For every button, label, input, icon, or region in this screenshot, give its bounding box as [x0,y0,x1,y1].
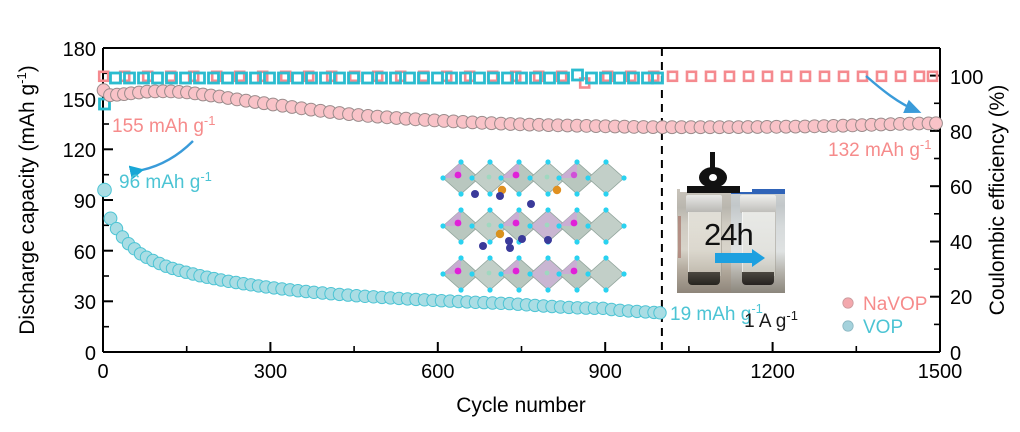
annotation-current-rate-sup: -1 [786,308,798,323]
y-right-title-text: Coulombic efficiency (%) [986,85,1009,316]
legend-label-vop[interactable]: VOP [863,317,903,338]
crystal-structure-inset [440,159,627,293]
x-tick-600: 600 [421,361,454,383]
annotation-navop-final: 132 mAh g-1 [828,137,931,161]
y-left-tick-0: 0 [85,343,96,365]
annotation-navop-initial-sup: -1 [204,113,216,128]
y-left-title-text: Discharge capacity (mAh g [16,84,39,335]
ion-other [471,190,479,198]
ion-other [496,192,504,200]
y-right-tick-0: 0 [950,343,961,365]
y-right-tick-40: 40 [950,232,972,254]
series-vop-capacity [97,182,667,320]
dissolution-time-text: 24h [704,217,754,252]
svg-text:Discharge capacity (mAh g-1): Discharge capacity (mAh g-1) [14,65,39,335]
annotation-current-rate-text: 1 A g [744,311,786,332]
x-tick-0: 0 [97,361,108,383]
droplet-stem-icon [710,152,715,168]
annotation-vop-initial-text: 96 mAh g [119,172,200,193]
droplet-base-bar [687,186,740,193]
y-right-ticks [930,74,940,353]
x-axis-title: Cycle number [456,394,586,417]
annotation-vop-final-text: 19 mAh g [670,304,751,325]
y-right-tick-20: 20 [950,287,972,309]
ion-other [518,235,526,243]
y-right-tick-60: 60 [950,177,972,199]
y-left-tick-180: 180 [63,39,96,61]
ion-other [527,200,535,208]
y-left-title-sup: -1 [14,72,29,84]
x-tick-1500: 1500 [918,361,963,383]
annotation-vop-initial: 96 mAh g-1 [119,169,212,193]
ion-other [479,242,487,250]
ion-other [544,236,552,244]
dissolution-arrow-icon [715,253,755,263]
y-left-tick-30: 30 [74,292,96,314]
legend-label-navop[interactable]: NaVOP [863,294,927,315]
y-right-tick-labels: 100 80 60 40 20 0 [950,67,983,365]
legend-marker-navop [842,297,854,309]
annotation-navop-initial-text: 155 mAh g [112,116,204,137]
y-left-tick-120: 120 [63,140,96,162]
x-tick-labels: 0 300 600 900 1200 1500 [97,361,962,383]
annotation-navop-final-sup: -1 [920,137,932,152]
y-left-tick-150: 150 [63,90,96,112]
droplet-ring-hole [709,174,717,181]
dissolution-time-label: 24h [704,217,754,253]
legend: NaVOP VOP [842,294,927,338]
ion-na [495,229,505,239]
legend-marker-vop [842,320,854,332]
ion-other [506,244,514,252]
annotation-vop-final-sup: -1 [751,301,763,316]
x-tick-1200: 1200 [750,361,795,383]
x-tick-300: 300 [254,361,287,383]
arrow-to-efficiency-curve [865,75,922,113]
y-axis-right-title: Coulombic efficiency (%) [986,85,1009,316]
annotation-vop-initial-sup: -1 [200,169,212,184]
annotation-navop-initial: 155 mAh g-1 [112,113,215,137]
ion-na [552,185,562,195]
series-navop-capacity [96,83,943,135]
y-axis-left-title: Discharge capacity (mAh g-1) [14,65,39,335]
dissolution-photo-inset [677,189,785,293]
annotation-current-rate: 1 A g-1 [744,308,798,332]
x-ticks [102,342,941,352]
arrow-to-vop-curve [128,140,194,180]
y-left-tick-90: 90 [74,191,96,213]
ion-other [505,237,513,245]
y-right-tick-100: 100 [950,67,983,89]
annotation-vop-final: 19 mAh g-1 [670,301,763,325]
y-left-tick-labels: 180 150 120 90 60 30 0 [63,39,96,365]
annotation-navop-final-text: 132 mAh g [828,140,920,161]
y-right-tick-80: 80 [950,122,972,144]
x-tick-900: 900 [589,361,622,383]
series-vop-efficiency [98,68,664,111]
vial-before [677,189,731,293]
dissolution-arrow-head-icon [752,249,765,267]
y-left-title-close: ) [16,65,39,72]
y-left-tick-60: 60 [74,242,96,264]
